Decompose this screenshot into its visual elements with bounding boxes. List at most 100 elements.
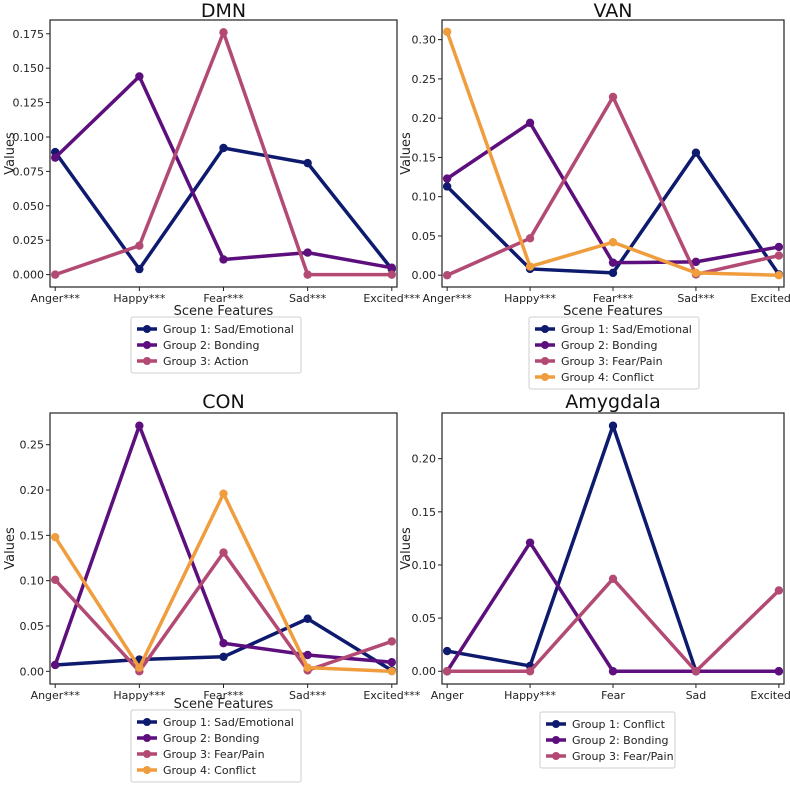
data-point bbox=[135, 241, 144, 250]
data-point bbox=[387, 637, 396, 646]
y-axis-label: Values bbox=[3, 132, 18, 175]
data-point bbox=[608, 258, 618, 267]
data-point bbox=[387, 270, 396, 279]
legend-swatch-marker bbox=[552, 752, 560, 760]
legend-swatch-marker bbox=[143, 718, 151, 726]
y-tick-label: 0.20 bbox=[412, 453, 437, 466]
legend-swatch-marker bbox=[552, 736, 560, 744]
y-tick-label: 0.10 bbox=[20, 575, 45, 588]
x-tick-label: Sad*** bbox=[289, 689, 327, 702]
y-tick-label: 0.00 bbox=[412, 665, 437, 678]
x-tick-label: Anger*** bbox=[31, 292, 81, 305]
series-line bbox=[445, 540, 779, 673]
data-point bbox=[303, 614, 312, 623]
data-point bbox=[442, 271, 452, 280]
y-tick-label: 0.10 bbox=[412, 559, 437, 572]
x-tick-label: Fear bbox=[601, 689, 625, 702]
y-tick-label: 0.150 bbox=[13, 62, 45, 75]
data-point bbox=[691, 667, 701, 676]
legend-swatch-marker bbox=[143, 750, 151, 758]
data-point bbox=[691, 257, 701, 267]
series-line bbox=[53, 74, 393, 270]
plot-frame bbox=[441, 19, 785, 288]
data-point bbox=[608, 574, 618, 583]
x-tick-label: Excited*** bbox=[750, 292, 790, 305]
data-point bbox=[442, 27, 452, 36]
y-tick-label: 0.20 bbox=[20, 484, 45, 497]
data-point bbox=[135, 72, 144, 81]
data-point bbox=[135, 663, 144, 672]
data-point bbox=[525, 234, 535, 243]
y-tick-label: 0.25 bbox=[412, 73, 437, 86]
legend-entry: Group 1: Sad/Emotional bbox=[163, 323, 294, 336]
legend-box bbox=[528, 316, 700, 390]
data-point bbox=[219, 255, 228, 264]
x-tick-label: Fear*** bbox=[203, 689, 244, 702]
y-tick-label: 0.10 bbox=[412, 191, 437, 204]
y-tick-label: 0.00 bbox=[412, 269, 437, 282]
x-tick-label: Sad bbox=[686, 689, 707, 702]
x-tick-label: Fear*** bbox=[203, 292, 244, 305]
legend: Group 1: Sad/Emotional Group 2: Bonding Gr… bbox=[130, 316, 302, 374]
data-point bbox=[219, 28, 228, 37]
data-point bbox=[51, 660, 60, 670]
data-point bbox=[525, 262, 535, 271]
x-axis-label: Scene Features bbox=[174, 697, 274, 712]
data-point bbox=[442, 174, 452, 183]
y-tick-label: 0.05 bbox=[412, 612, 437, 625]
data-point bbox=[219, 489, 228, 498]
x-axis-label: Scene Features bbox=[563, 304, 663, 319]
y-axis-label: Values bbox=[399, 527, 414, 570]
x-tick-label: Happy*** bbox=[504, 689, 556, 702]
data-point bbox=[135, 264, 144, 274]
series-line bbox=[446, 424, 779, 673]
data-point bbox=[525, 118, 535, 128]
data-point bbox=[774, 271, 784, 280]
y-tick-label: 0.00 bbox=[20, 665, 45, 678]
legend-entry: Group 2: Bonding bbox=[163, 732, 259, 745]
legend-entry: Group 2: Bonding bbox=[572, 734, 668, 747]
data-point bbox=[774, 667, 784, 676]
x-tick-label: Excited*** bbox=[363, 292, 420, 305]
legend-swatch-marker bbox=[541, 341, 549, 349]
data-point bbox=[219, 548, 228, 557]
data-point bbox=[691, 268, 701, 278]
chart-panel-con: CON 0.00 0.05 0.10 0.15 0.20 0.25 Anger*** Happy… bbox=[3, 391, 421, 783]
legend-swatch-marker bbox=[541, 357, 549, 365]
legend-entry: Group 1: Conflict bbox=[572, 718, 666, 731]
legend-swatch-marker bbox=[552, 720, 560, 728]
data-point bbox=[303, 650, 312, 660]
x-tick-label: Excited*** bbox=[363, 689, 420, 702]
data-point bbox=[525, 538, 535, 547]
legend-swatch-marker bbox=[143, 734, 151, 742]
legend-entry: Group 3: Fear/Pain bbox=[561, 355, 663, 368]
legend-entry: Group 3: Fear/Pain bbox=[572, 750, 674, 763]
data-point bbox=[219, 143, 228, 153]
chart-title: VAN bbox=[594, 0, 633, 22]
x-tick-label: Anger bbox=[431, 689, 464, 702]
legend-entry: Group 2: Bonding bbox=[561, 339, 657, 352]
data-point bbox=[608, 238, 618, 247]
data-point bbox=[303, 248, 312, 257]
legend-swatch-marker bbox=[143, 766, 151, 774]
x-tick-label: Happy*** bbox=[504, 292, 556, 305]
data-point bbox=[387, 667, 396, 676]
y-axis-label: Values bbox=[3, 527, 18, 570]
plot-frame bbox=[49, 19, 398, 288]
chart-panel-amygdala: Amygdala 0.00 0.05 0.10 0.15 0.20 Anger Happy**… bbox=[399, 391, 790, 769]
data-point bbox=[691, 148, 701, 157]
data-point bbox=[135, 421, 144, 430]
data-point bbox=[608, 268, 618, 278]
data-point bbox=[387, 658, 396, 667]
chart-title: DMN bbox=[201, 0, 246, 22]
y-tick-label: 0.20 bbox=[412, 112, 437, 125]
x-tick-label: Anger*** bbox=[31, 689, 81, 702]
series-line bbox=[53, 146, 394, 271]
y-tick-label: 0.05 bbox=[20, 620, 45, 633]
data-point bbox=[219, 652, 228, 662]
legend: Group 1: Conflict Group 2: Bonding Group 3… bbox=[539, 711, 676, 769]
series-line bbox=[446, 95, 780, 277]
legend-box bbox=[539, 711, 676, 769]
legend-entry: Group 4: Conflict bbox=[163, 764, 257, 777]
legend-entry: Group 2: Bonding bbox=[163, 339, 259, 352]
